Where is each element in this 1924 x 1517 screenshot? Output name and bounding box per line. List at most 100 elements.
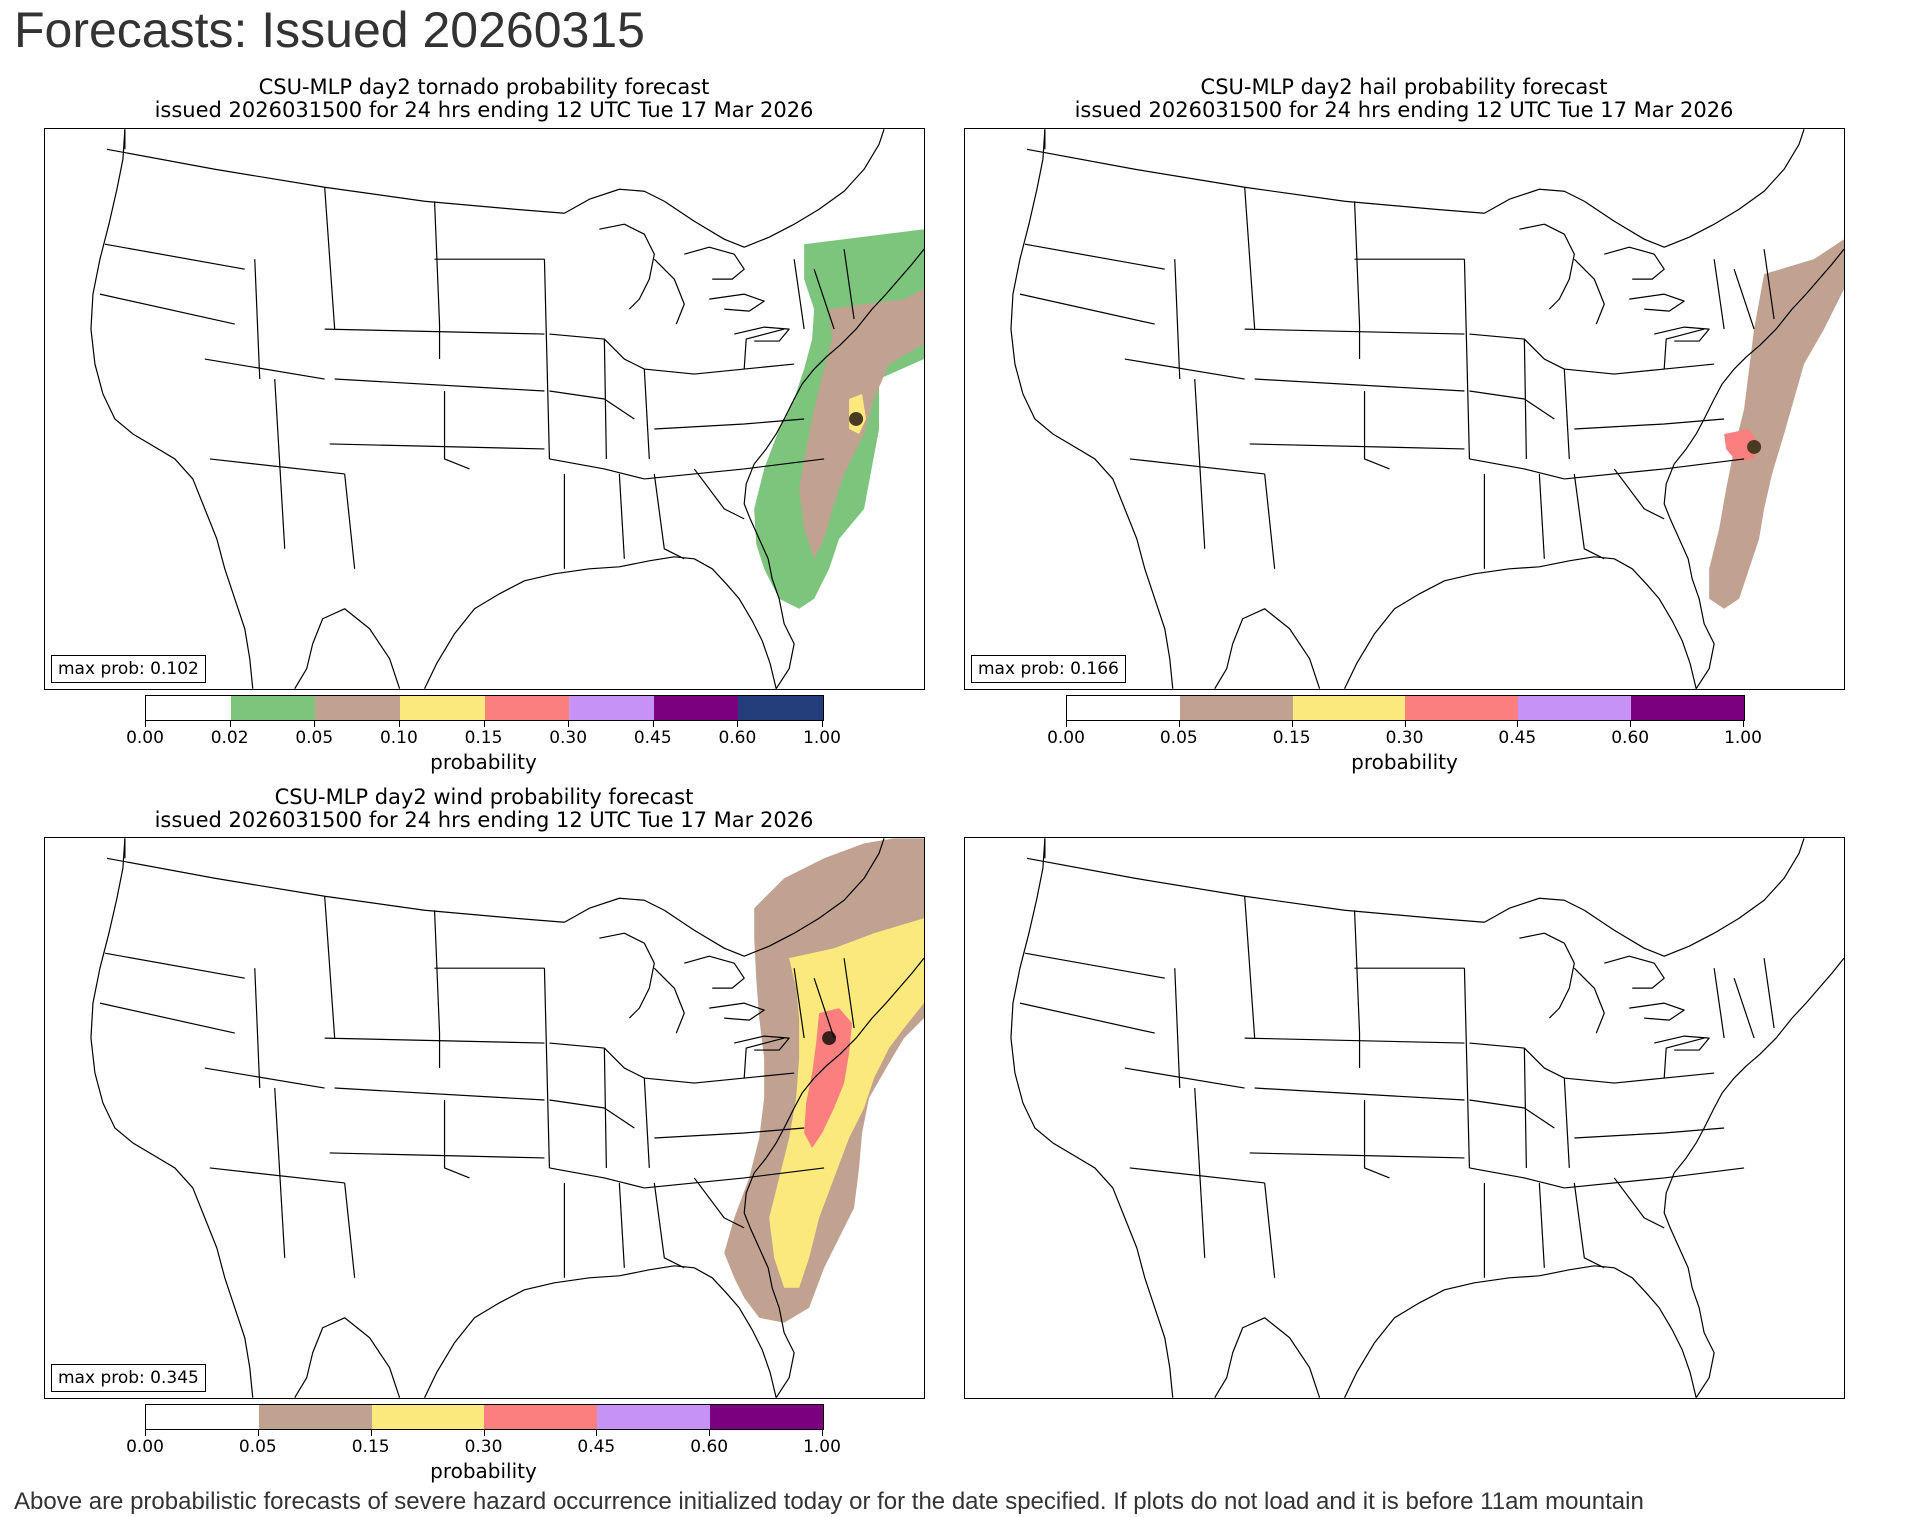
state-boundary-line [709, 1002, 765, 1021]
state-boundary-line [324, 1037, 545, 1044]
state-boundary-line [644, 363, 795, 375]
colorbar-tick [1743, 720, 1744, 727]
state-boundary-line [1629, 293, 1685, 312]
wind-panel-title: CSU-MLP day2 wind probability forecast i… [44, 786, 924, 832]
state-boundary-line [743, 957, 924, 1398]
state-boundary-line [543, 259, 551, 459]
state-boundary-line [653, 1182, 685, 1269]
state-boundary-line [324, 328, 545, 335]
colorbar-tick-label: 0.15 [351, 1437, 390, 1457]
state-boundary-line [104, 952, 245, 979]
colorbar-tick [822, 1429, 823, 1436]
hail-title-line2: issued 2026031500 for 24 hrs ending 12 U… [1074, 98, 1734, 122]
hail-map-svg [1010, 129, 1844, 689]
state-boundary-line [254, 259, 261, 380]
state-boundary-line [663, 838, 885, 957]
colorbar-segment [230, 696, 316, 720]
state-boundary-line [1019, 293, 1155, 325]
blank-map [964, 837, 1845, 1399]
state-boundary-line [1573, 473, 1605, 560]
state-boundary-line [1254, 378, 1465, 392]
state-boundary-line [1604, 246, 1665, 280]
state-boundary-line [734, 326, 790, 342]
colorbar-tick-label: 0.60 [1611, 728, 1650, 748]
colorbar-tick-label: 0.15 [464, 728, 503, 748]
state-boundary-line [1244, 187, 1256, 330]
state-boundary-line [1613, 468, 1665, 520]
hail-prob-0-15-area [1724, 428, 1760, 461]
colorbar-tick [1630, 720, 1632, 727]
colorbar-segment [653, 696, 739, 720]
state-boundary-line [549, 1042, 645, 1079]
state-boundary-line [1463, 259, 1471, 459]
colorbar-tick [596, 1429, 598, 1436]
state-boundary-line [603, 339, 607, 459]
colorbar-tick-label: 0.60 [718, 728, 757, 748]
state-boundary-line [106, 857, 565, 923]
colorbar-tick-label: 0.45 [577, 1437, 616, 1457]
colorbar-tick-label: 0.02 [210, 728, 249, 748]
tornado-colorbar: 0.00 0.02 0.05 0.10 0.15 0.30 0.45 0.60 1.00 prob… [126, 695, 841, 775]
state-boundary-line [106, 148, 565, 214]
colorbar-tick-label: 0.30 [549, 728, 588, 748]
state-boundary-line [1713, 259, 1725, 330]
colorbar-segment [1179, 696, 1293, 720]
state-boundary-line [1174, 968, 1181, 1089]
colorbar-tick [483, 720, 485, 727]
state-boundary-line [1573, 258, 1605, 325]
colorbar-segment [484, 1405, 598, 1429]
state-boundary-line [443, 1100, 470, 1179]
state-boundary-line [693, 1177, 745, 1229]
state-boundary-line [734, 1035, 790, 1051]
colorbar-tick-label: 0.45 [633, 728, 672, 748]
state-boundary-line [1564, 363, 1715, 375]
state-boundary-line [564, 897, 665, 923]
colorbar-tick-label: 0.05 [295, 728, 334, 748]
tornado-panel-title: CSU-MLP day2 tornado probability forecas… [44, 76, 924, 122]
hail-prob-0-05-area [1709, 239, 1844, 609]
wind-prob-0-10-area [769, 918, 924, 1288]
colorbar-tick [709, 1429, 711, 1436]
state-boundary-line [1469, 1042, 1565, 1079]
colorbar-segment [315, 696, 400, 720]
state-boundary-line [1344, 556, 1697, 689]
wind-map: max prob: 0.345 [44, 837, 925, 1399]
state-boundary-line [549, 333, 645, 370]
colorbar-tick-label: 0.30 [1385, 728, 1424, 748]
colorbar-tick [370, 1429, 372, 1436]
colorbar-segment [1631, 696, 1744, 720]
state-boundary-line [1564, 1072, 1715, 1084]
colorbar-tick [1404, 720, 1406, 727]
state-boundary-line [599, 932, 655, 1019]
colorbar-tick-label: 1.00 [803, 728, 841, 748]
state-boundary-line [209, 1167, 345, 1184]
state-boundary-line [1563, 1078, 1570, 1168]
colorbar-tick-label: 0.00 [1047, 728, 1085, 748]
state-boundary-line [663, 129, 885, 248]
state-boundary-line [1574, 1127, 1725, 1139]
state-boundary-line [424, 1265, 777, 1398]
colorbar-tick-label: 0.00 [126, 728, 164, 748]
state-boundary-line [1564, 458, 1745, 480]
state-boundary-line [644, 1072, 795, 1084]
state-boundary-line [793, 968, 805, 1039]
state-boundary-line [1124, 1067, 1245, 1089]
state-boundary-line [1573, 967, 1605, 1034]
footer-description: Above are probabilistic forecasts of sev… [14, 1488, 1644, 1515]
colorbar-segment [258, 1405, 372, 1429]
state-boundary-line [90, 838, 254, 1398]
colorbar-tick [257, 1429, 259, 1436]
state-boundary-line [254, 968, 261, 1089]
state-boundary-line [813, 977, 835, 1039]
state-boundary-line [813, 268, 835, 330]
colorbar-segment [484, 696, 570, 720]
state-boundary-line [1469, 458, 1565, 480]
state-boundary-line [1484, 188, 1585, 214]
colorbar-segment [738, 696, 823, 720]
state-boundary-line [1353, 201, 1361, 360]
colorbar-tick-label: 1.00 [803, 1437, 841, 1457]
state-boundary-line [644, 458, 825, 480]
state-boundary-line [643, 369, 650, 459]
colorbar-box [1066, 695, 1745, 721]
state-boundary-line [1519, 223, 1575, 310]
